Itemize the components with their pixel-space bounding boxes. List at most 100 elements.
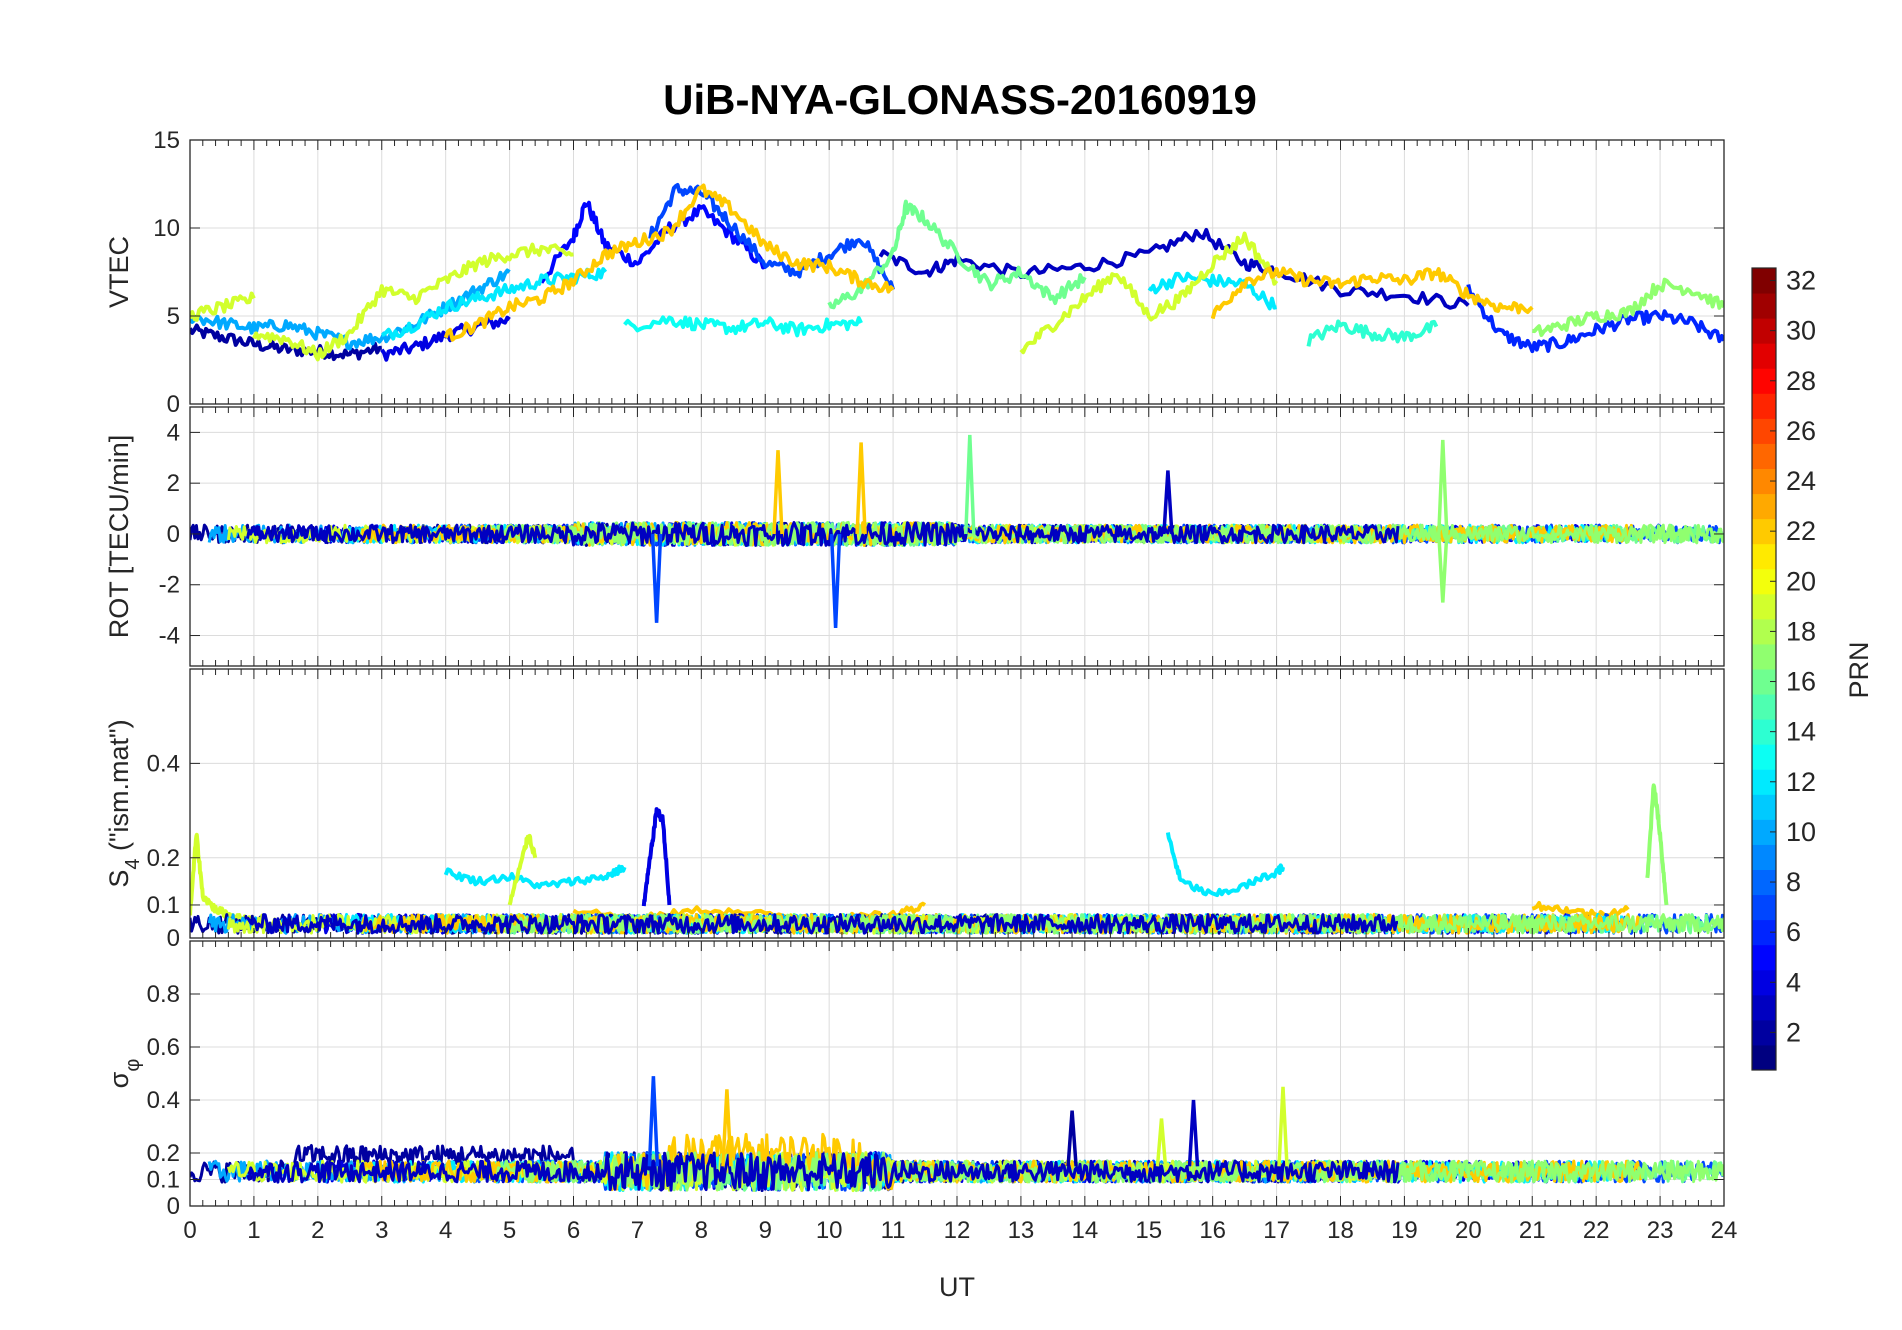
peak-prn-3 [1162,470,1174,535]
x-tick-label: 15 [1135,1217,1162,1244]
peak-prn-19 [1155,1118,1168,1167]
y-tick-label: 0 [167,521,180,548]
x-tick-label: 20 [1455,1217,1482,1244]
x-tick-label: 14 [1071,1217,1098,1244]
series-group [190,183,1724,362]
colorbar-segment [1752,894,1776,921]
colorbar-tick-label: 18 [1786,616,1816,646]
series-line-prn-19 [252,242,574,362]
peak-prn-19 [1277,1086,1289,1167]
colorbar-tick-label: 6 [1786,917,1801,947]
x-tick-label: 17 [1263,1217,1290,1244]
colorbar-frame [1751,267,1777,1071]
colorbar-segment [1752,794,1776,820]
x-tick-label: 12 [944,1217,971,1244]
series-line-prn-7 [648,183,896,291]
peak-prn-7 [829,533,842,628]
colorbar-segment [1752,744,1776,770]
colorbar-segment [1752,944,1776,971]
peak-prn-16 [964,434,976,535]
peak-prn-22 [855,442,867,535]
series-line-prn-14 [1306,319,1439,347]
x-tick-label: 4 [439,1217,452,1244]
peak-prn-7 [650,533,663,623]
y-tick-label: 0.1 [147,1167,180,1194]
colorbar-tick-label: 26 [1786,416,1816,446]
x-tick-label: 1 [247,1217,260,1244]
colorbar-tick-label: 2 [1786,1017,1801,1047]
noise-trace-prn-3 [246,521,1400,547]
colorbar-segment [1752,293,1776,319]
y-tick-label: 4 [167,419,180,446]
colorbar-tick-label: 12 [1786,767,1816,797]
colorbar-segment [1752,844,1776,870]
series-line-prn-2 [190,323,382,362]
x-tick-label: 21 [1519,1217,1546,1244]
series-line-prn-13 [623,315,863,338]
y-axis-label: S4 ("ism.mat") [104,719,144,887]
series-line-prn-12 [1147,271,1277,311]
colorbar-tick-label: 30 [1786,316,1816,346]
x-tick-label: 13 [1008,1217,1035,1244]
colorbar-segment [1752,643,1776,670]
noise-trace-prn-17 [495,1151,1724,1192]
colorbar-segment [1752,994,1776,1021]
noise-trace-prn-3 [246,913,1399,935]
peak-prn-17 [1437,439,1449,535]
x-axis-label: UT [939,1272,975,1302]
series-line-prn-19 [1019,231,1279,355]
x-tick-label: 2 [311,1217,324,1244]
colorbar-tick-label: 14 [1786,717,1816,747]
peak-prn-3 [1187,1099,1200,1167]
y-axis-label: ROT [TECU/min] [104,435,134,639]
colorbar-tick-label: 20 [1786,566,1816,596]
series-line-prn-12 [381,267,608,341]
colorbar-segment [1752,343,1776,369]
series-line-prn-10 [190,268,511,351]
y-tick-label: 0 [167,925,180,952]
x-tick-label: 18 [1327,1217,1354,1244]
y-tick-label: 0 [167,1193,180,1220]
peak-prn-2 [1066,1110,1078,1167]
x-tick-label: 19 [1391,1217,1418,1244]
rot-panel: -4 -2 0 2 4 ROT [TECU/min] [104,406,1725,667]
colorbar-tick-label: 10 [1786,817,1816,847]
series-line-prn-12 [1165,832,1285,898]
colorbar-segment [1752,443,1776,469]
series-line-prn-17 [1645,783,1669,906]
x-tick-label: 0 [183,1217,196,1244]
x-tick-label: 10 [816,1217,843,1244]
series-line-prn-19 [507,833,538,906]
noise-trace-prn-3 [246,1151,1400,1192]
colorbar-tick-label: 22 [1786,516,1816,546]
y-axis-label: VTEC [104,236,134,308]
colorbar-segment [1752,543,1776,570]
series-line-prn-16 [827,199,1087,310]
chart-title: UiB-NYA-GLONASS-20160919 [663,76,1257,123]
peak-prn-17 [1437,533,1449,603]
x-tick-label: 7 [631,1217,644,1244]
colorbar-label: PRN [1844,641,1874,698]
colorbar-segment [1752,593,1776,620]
y-tick-label: 0.6 [147,1034,180,1061]
y-tick-label: 10 [153,215,180,242]
series-group [190,1076,1724,1193]
y-axis-label: σφ [104,1059,144,1089]
y-tick-label: -4 [159,623,180,650]
x-tick-label: 22 [1583,1217,1610,1244]
x-ticks [189,140,1725,404]
y-tick-label: 15 [153,127,180,154]
y-tick-label: 0.2 [147,1140,180,1167]
colorbar-segment [1752,694,1776,720]
y-tick-label: 0.1 [147,892,180,919]
colorbar-tick-label: 16 [1786,667,1816,697]
x-tick-label: 9 [759,1217,772,1244]
colorbar-segment [1752,1044,1776,1071]
peak-prn-7 [647,1076,660,1167]
colorbar-segment [1752,393,1776,419]
series-line-prn-5 [539,200,766,284]
series-line-prn-12 [443,864,627,890]
x-ticks [189,407,1725,666]
